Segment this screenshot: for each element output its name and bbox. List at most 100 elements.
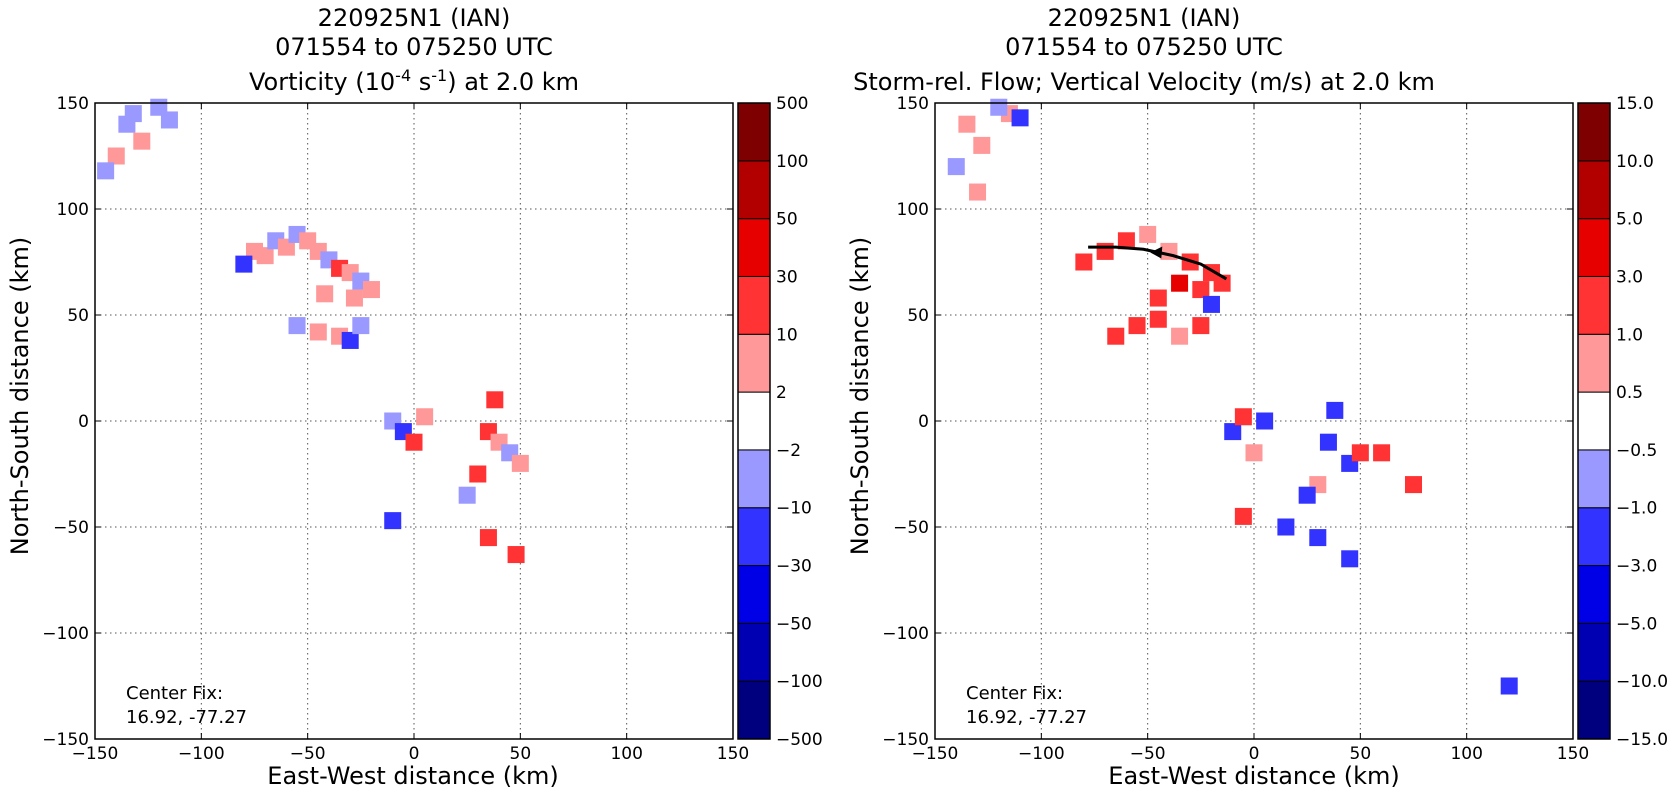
data-cell: [316, 285, 334, 303]
x-tick-label: 0: [409, 744, 420, 764]
data-cell: [486, 391, 504, 409]
data-cell: [362, 281, 380, 299]
y-tick-label: 0: [78, 412, 89, 432]
colorbar-swatch: [737, 565, 771, 624]
colorbar-swatch: [1577, 565, 1611, 624]
x-tick-label: −50: [290, 744, 326, 764]
colorbar-tick-label: 10: [776, 325, 798, 345]
data-cell: [1075, 253, 1093, 271]
x-tick-label: 100: [1450, 744, 1482, 764]
x-tick-label: −50: [1130, 744, 1166, 764]
data-cell: [1139, 225, 1157, 243]
colorbar-swatch: [1577, 333, 1611, 393]
x-tick-label: −100: [178, 744, 225, 764]
colorbar-tick-label: −5.0: [1616, 614, 1657, 634]
colorbar-swatch: [737, 275, 771, 335]
x-tick-label: −150: [912, 744, 959, 764]
data-cell: [405, 433, 423, 451]
y-axis-label: North-South distance (km): [6, 237, 34, 556]
colorbar-tick-label: −10: [776, 499, 812, 519]
x-axis-label: East-West distance (km): [267, 762, 558, 790]
data-cell: [384, 512, 402, 530]
data-cell: [1256, 412, 1274, 430]
data-cell: [150, 98, 168, 116]
storm-relative-flow: [1088, 245, 1228, 281]
data-cell: [235, 255, 253, 273]
y-tick-label: 0: [918, 412, 929, 432]
data-cell: [1277, 518, 1295, 536]
colorbar-tick-label: 15.0: [1616, 94, 1654, 114]
colorbar-swatch: [1577, 507, 1611, 567]
data-cell: [479, 529, 497, 547]
colorbar: −15.0 −10.0 −5.0 −3.0 −1.0 −0.5 0.5 1.0 3.0 5.0 10…: [1577, 94, 1668, 750]
x-tick-label: 50: [1350, 744, 1372, 764]
colorbar-tick-label: 500: [776, 94, 808, 114]
colorbar-swatch: [1577, 391, 1611, 451]
colorbar-tick-label: 10.0: [1616, 152, 1654, 172]
data-cell: [1351, 444, 1369, 462]
colorbar-swatch: [1577, 622, 1611, 682]
colorbar-swatch: [1577, 160, 1611, 220]
y-tick-label: −100: [882, 624, 929, 644]
data-cell: [124, 105, 142, 123]
panel-title-field: Storm-rel. Flow; Vertical Velocity (m/s)…: [853, 68, 1435, 96]
colorbar-tick-label: 50: [776, 210, 798, 230]
data-cell: [1107, 327, 1125, 345]
colorbar-tick-label: −500: [776, 730, 823, 750]
y-tick-label: 150: [897, 94, 929, 114]
panel-title-line-1: 220925N1 (IAN): [1048, 4, 1241, 32]
data-cell: [1202, 295, 1220, 313]
data-cell: [1234, 507, 1252, 525]
contour-field: [947, 98, 1518, 695]
colorbar-tick-label: −10.0: [1616, 672, 1668, 692]
data-cell: [1128, 317, 1146, 335]
data-cell: [1319, 433, 1337, 451]
data-cell: [133, 132, 151, 150]
data-cell: [107, 147, 125, 165]
data-cell: [1117, 232, 1135, 250]
data-cell: [511, 454, 529, 472]
y-tick-label: −150: [882, 730, 929, 750]
colorbar-swatch: [737, 102, 771, 162]
data-cell: [97, 162, 115, 180]
plot-grid: [95, 103, 733, 739]
panel-title-line-1: 220925N1 (IAN): [318, 4, 511, 32]
data-cell: [1171, 274, 1189, 292]
title-field-suffix: ) at 2.0 km: [447, 68, 579, 96]
data-cell: [345, 289, 363, 307]
colorbar-swatch: [737, 391, 771, 451]
colorbar-tick-label: 5.0: [1616, 210, 1643, 230]
colorbar-tick-label: 2: [776, 383, 787, 403]
colorbar: −500 −100 −50 −30 −10 −2 2 10 30 50 100 500: [737, 94, 823, 750]
colorbar-tick-label: 30: [776, 267, 798, 287]
x-tick-label: −150: [72, 744, 119, 764]
data-cell: [341, 331, 359, 349]
colorbar-tick-label: 100: [776, 152, 808, 172]
data-cell: [1171, 327, 1189, 345]
data-cell: [1149, 289, 1167, 307]
plot-grid: [935, 103, 1573, 739]
vorticity-panel: 220925N1 (IAN) 071554 to 075250 UTC Vort…: [6, 4, 823, 790]
data-cell: [1192, 317, 1210, 335]
data-cell: [1404, 476, 1423, 494]
y-tick-label: 50: [67, 306, 89, 326]
y-tick-label: 100: [57, 200, 89, 220]
center-fix-value: 16.92, -77.27: [966, 707, 1087, 728]
data-cell: [1011, 109, 1029, 127]
data-cell: [990, 98, 1008, 116]
colorbar-frame: [737, 102, 771, 740]
data-cell: [1298, 486, 1316, 504]
y-tick-label: −50: [53, 518, 89, 538]
data-cell: [1245, 444, 1263, 462]
title-field-exponent-2: -1: [431, 66, 447, 85]
data-cell: [958, 115, 976, 133]
data-cell: [256, 247, 274, 265]
colorbar-swatch: [737, 218, 771, 277]
y-tick-label: 100: [897, 200, 929, 220]
colorbar-tick-label: −3.0: [1616, 557, 1657, 577]
panel-title-field: Vorticity (10-4 s-1) at 2.0 km: [249, 66, 579, 97]
x-tick-label: 150: [1557, 744, 1589, 764]
y-tick-label: −150: [42, 730, 89, 750]
colorbar-swatch: [1577, 218, 1611, 277]
colorbar-tick-label: −2: [776, 441, 801, 461]
